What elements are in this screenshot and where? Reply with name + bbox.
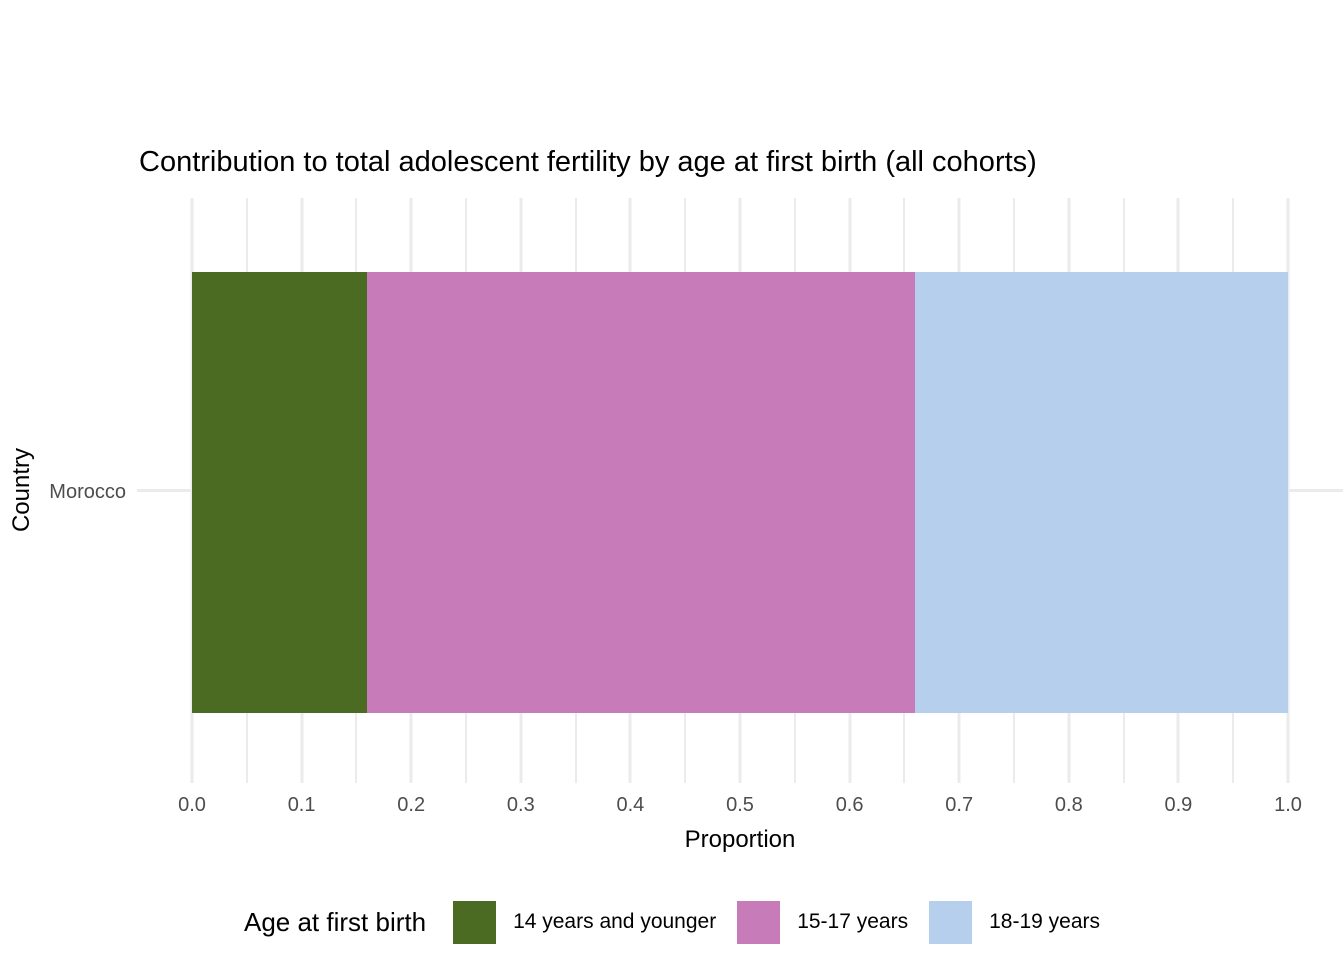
x-tick-label-0.6: 0.6	[835, 794, 864, 816]
legend-swatch-15-17-years	[737, 900, 781, 944]
legend-label-18-19-years: 18-19 years	[989, 910, 1101, 933]
x-tick-label-0.3: 0.3	[506, 794, 535, 816]
legend-title: Age at first birth	[243, 906, 427, 937]
x-tick-label-0.7: 0.7	[945, 794, 974, 816]
legend-swatch-14-years-and-younger	[453, 900, 497, 944]
x-axis-tick-labels: 0.0 0.1 0.2 0.3 0.4 0.5 0.6 0.7 0.8 0.9 1.0	[178, 793, 1302, 819]
x-tick-label-0.5: 0.5	[726, 794, 754, 816]
x-tick-label-0.9: 0.9	[1164, 794, 1193, 816]
legend-item-14-years-and-younger: 14 years and younger	[453, 900, 717, 944]
chart-title: Contribution to total adolescent fertili…	[139, 146, 1037, 178]
x-tick-label-0.2: 0.2	[397, 794, 426, 816]
bar-segment-15-17-years	[367, 272, 916, 713]
x-tick-label-0.4: 0.4	[616, 794, 645, 816]
stacked-bar-morocco	[192, 272, 1288, 713]
legend: Age at first birth 14 years and younger 1…	[0, 898, 1344, 946]
legend-label-15-17-years: 15-17 years	[797, 910, 909, 933]
legend-item-15-17-years: 15-17 years	[737, 900, 909, 944]
legend-swatch-18-19-years	[929, 900, 973, 944]
plot-scale-area	[190, 198, 1290, 783]
x-tick-label-0.0: 0.0	[178, 794, 206, 816]
x-tick-label-0.8: 0.8	[1054, 794, 1083, 816]
x-axis-title: Proportion	[684, 826, 796, 853]
bar-segment-14-years-and-younger	[192, 272, 368, 713]
x-tick-label-1.0: 1.0	[1274, 794, 1302, 816]
plot-panel	[137, 198, 1343, 783]
bar-segment-18-19-years	[915, 272, 1288, 713]
y-tick-label-morocco: Morocco	[49, 481, 126, 503]
x-tick-label-0.1: 0.1	[287, 794, 316, 816]
gridline-x-1	[1286, 198, 1290, 783]
legend-label-14-years-and-younger: 14 years and younger	[513, 910, 717, 933]
legend-items: 14 years and younger 15-17 years 18-19 yea…	[453, 900, 1101, 944]
legend-item-18-19-years: 18-19 years	[929, 900, 1101, 944]
